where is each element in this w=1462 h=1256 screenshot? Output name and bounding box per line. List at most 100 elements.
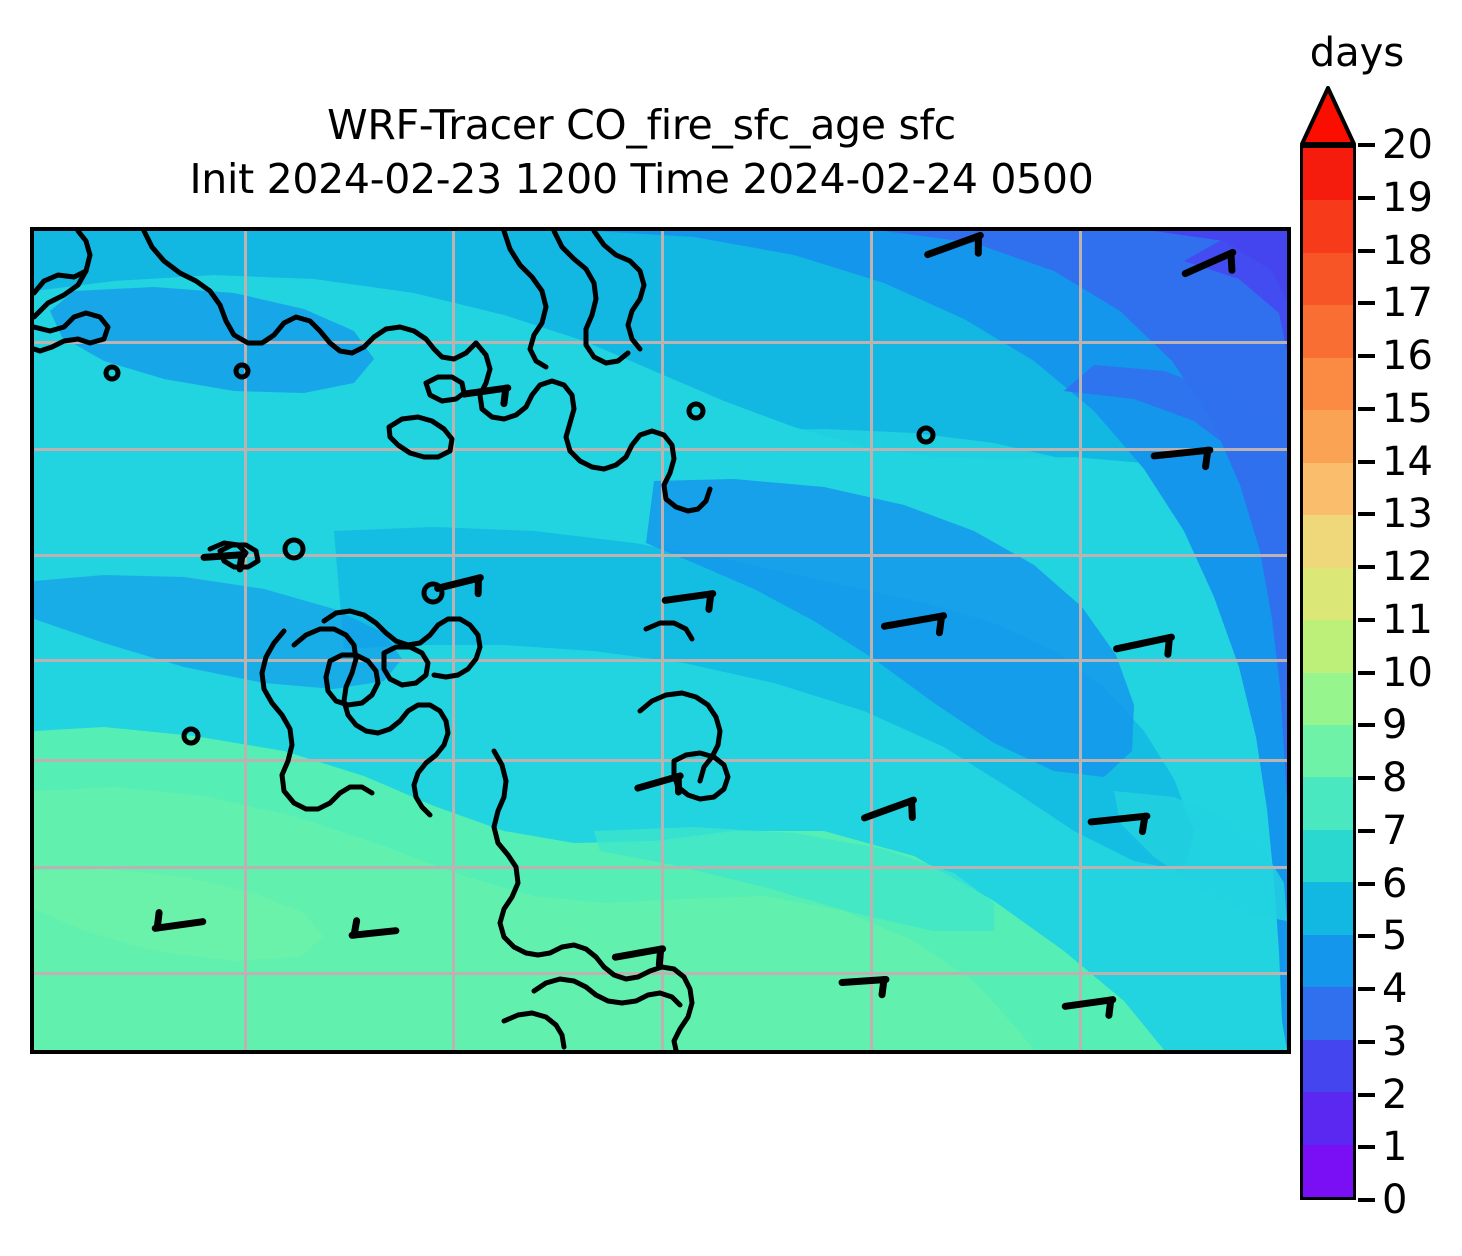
gridline-horizontal [34, 659, 1287, 662]
gridline-horizontal [34, 972, 1287, 975]
wind-barb [924, 231, 984, 259]
colorbar-tick-label: 13 [1382, 491, 1433, 538]
colorbar-tick [1358, 195, 1375, 200]
wind-barb-layer [151, 231, 1237, 1019]
colorbar-tick [1358, 565, 1375, 569]
colorbar-tick-label: 5 [1382, 913, 1408, 960]
colorbar-tick [1358, 776, 1375, 780]
colorbar-tick [1358, 512, 1375, 517]
colorbar-tick-label: 18 [1382, 227, 1433, 274]
wind-barb [880, 612, 948, 637]
colorbar-tick-label: 0 [1382, 1177, 1408, 1223]
wind-barb [634, 772, 684, 796]
wind-barb [838, 975, 890, 999]
gridline-vertical [1079, 231, 1082, 1050]
wind-barb [348, 917, 400, 939]
wind-barb [861, 796, 917, 822]
colorbar-tick-label: 6 [1382, 860, 1408, 907]
colorbar-tick-label: 20 [1382, 122, 1433, 168]
title-line-2: Init 2024-02-23 1200 Time 2024-02-24 050… [189, 155, 1094, 203]
colorbar-tick [1358, 459, 1375, 464]
colorbar-tick-label: 8 [1382, 755, 1408, 801]
wind-barb [611, 945, 667, 969]
colorbar-tick-label: 2 [1382, 1071, 1408, 1118]
colorbar-units-label: days [1309, 30, 1405, 76]
colorbar-band [1303, 987, 1353, 1040]
map-axes [30, 227, 1291, 1054]
colorbar-tick [1358, 1198, 1375, 1202]
page-title: WRF-Tracer CO_fire_sfc_age sfc Init 2024… [0, 98, 1283, 206]
wind-barb [1087, 812, 1151, 836]
gridline-vertical [870, 231, 873, 1050]
wind-barb [460, 384, 512, 408]
colorbar-tick [1358, 1092, 1375, 1097]
gridline-horizontal [34, 448, 1287, 451]
colorbar-band [1303, 777, 1353, 830]
colorbar-tick [1358, 828, 1375, 833]
colorbar-band [1303, 1092, 1353, 1145]
gridline-horizontal [34, 759, 1287, 762]
colorbar-band [1303, 829, 1353, 883]
colorbar-band [1303, 882, 1353, 935]
wind-barb [151, 909, 207, 932]
colorbar-band [1303, 462, 1353, 516]
colorbar-gradient [1300, 145, 1356, 1200]
colorbar-tick [1358, 617, 1375, 622]
colorbar-band [1303, 1039, 1353, 1093]
wind-barb [200, 551, 248, 573]
colorbar-tick-label: 10 [1382, 649, 1433, 696]
colorbar-band [1303, 567, 1353, 621]
wind-barb [661, 590, 717, 613]
colorbar-band [1303, 515, 1353, 568]
colorbar-tick [1358, 143, 1375, 147]
colorbar-band [1303, 252, 1353, 306]
colorbar-tick [1358, 987, 1375, 991]
colorbar-tick [1358, 406, 1375, 411]
wind-barb [1061, 996, 1117, 1019]
gridline-vertical [661, 231, 664, 1050]
colorbar-tick [1358, 1039, 1375, 1044]
gridline-vertical [244, 231, 247, 1050]
colorbar-tick-label: 7 [1382, 807, 1408, 854]
colorbar-tick-label: 14 [1382, 438, 1433, 485]
colorbar-tick-label: 15 [1382, 385, 1433, 432]
colorbar-tick-label: 1 [1382, 1124, 1408, 1171]
colorbar-tick-label: 12 [1382, 544, 1433, 590]
coastline-layer [34, 231, 936, 1050]
colorbar: days 20 19 18 17 16 15 14 13 12 11 10 9 8 7 6 5 4 3 2 1 0 [1296, 30, 1462, 1220]
colorbar-band [1303, 357, 1353, 411]
colorbar-tick-label: 17 [1382, 280, 1433, 327]
colorbar-tick-label: 9 [1382, 702, 1408, 749]
colorbar-extend-max-arrow [1300, 86, 1356, 146]
map-canvas [34, 231, 1287, 1050]
wind-barb [434, 574, 484, 598]
colorbar-tick [1358, 934, 1375, 939]
colorbar-tick-label: 4 [1382, 966, 1408, 1012]
colorbar-tick [1358, 723, 1375, 728]
wind-barb [1181, 248, 1237, 278]
colorbar-band [1303, 305, 1353, 358]
colorbar-tick-label: 3 [1382, 1018, 1408, 1065]
title-line-1: WRF-Tracer CO_fire_sfc_age sfc [327, 101, 956, 149]
colorbar-tick-label: 16 [1382, 333, 1433, 379]
colorbar-tick [1358, 1145, 1375, 1150]
colorbar-band [1303, 1144, 1353, 1197]
colorbar-band [1303, 672, 1353, 725]
colorbar-band [1303, 148, 1353, 201]
colorbar-band [1303, 410, 1353, 463]
colorbar-band [1303, 620, 1353, 673]
colorbar-tick [1358, 881, 1375, 886]
colorbar-tick-label: 11 [1382, 596, 1433, 643]
colorbar-tick [1358, 301, 1375, 306]
wind-barb [1113, 633, 1175, 658]
colorbar-tick [1358, 354, 1375, 358]
colorbar-tick [1358, 670, 1375, 675]
colorbar-band [1303, 200, 1353, 253]
colorbar-tick-label: 19 [1382, 174, 1433, 221]
gridline-vertical [452, 231, 455, 1050]
colorbar-tick [1358, 248, 1375, 253]
gridline-horizontal [34, 866, 1287, 869]
colorbar-band [1303, 724, 1353, 778]
gridline-horizontal [34, 341, 1287, 344]
